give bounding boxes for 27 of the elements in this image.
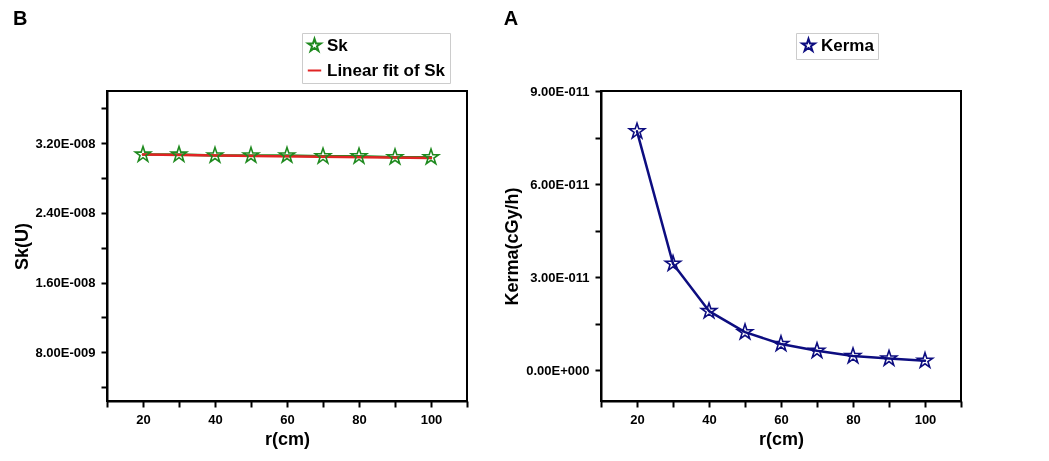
x-tick-label: 100 <box>914 411 937 427</box>
x-axis-title: r(cm) <box>758 428 805 449</box>
legend-label: Linear fit of Sk <box>327 60 446 80</box>
x-tick-label: 60 <box>280 411 295 427</box>
y-tick-label: 0.00E+000 <box>526 362 590 378</box>
y-axis-title: Sk(U) <box>11 222 32 271</box>
legend-label: Sk <box>327 35 349 55</box>
y-tick-label: 2.40E-008 <box>35 205 96 221</box>
x-tick-label: 40 <box>702 411 717 427</box>
y-tick-label: 6.00E-011 <box>530 176 590 192</box>
x-tick-label: 80 <box>846 411 861 427</box>
y-tick-label: 9.00E-011 <box>530 83 590 99</box>
x-tick-label: 60 <box>774 411 789 427</box>
x-tick-label: 100 <box>420 411 443 427</box>
y-tick-label: 1.60E-008 <box>35 275 96 291</box>
y-tick-label: 3.20E-008 <box>35 135 96 151</box>
y-axis-title: Kerma(cGy/h) <box>502 187 523 306</box>
legend-label: Kerma <box>821 35 875 55</box>
y-tick-label: 8.00E-009 <box>35 344 96 360</box>
x-tick-label: 40 <box>208 411 223 427</box>
x-axis-title: r(cm) <box>264 428 311 449</box>
x-tick-label: 20 <box>630 411 645 427</box>
x-tick-label: 20 <box>136 411 151 427</box>
chart-title: B <box>13 6 28 29</box>
y-tick-label: 3.00E-011 <box>530 269 590 285</box>
chart-title: A <box>503 6 519 29</box>
x-tick-label: 80 <box>352 411 367 427</box>
